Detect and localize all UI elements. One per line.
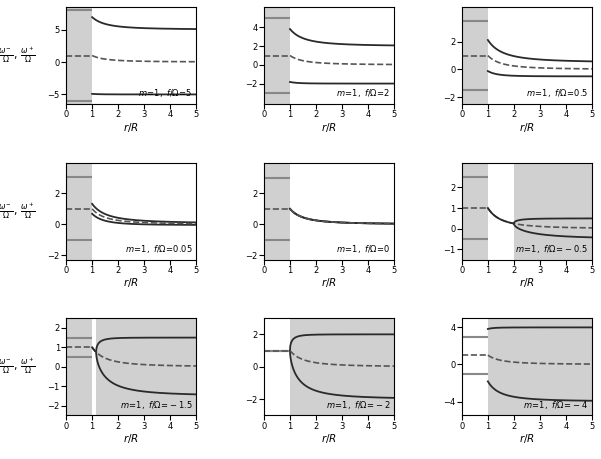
Y-axis label: $\frac{\omega^-}{\Omega}$, $\frac{\omega^+}{\Omega}$: $\frac{\omega^-}{\Omega}$, $\frac{\omega… [0, 46, 36, 65]
Text: $m\!=\!1,\ f/\Omega\!=\!-0.5$: $m\!=\!1,\ f/\Omega\!=\!-0.5$ [516, 243, 588, 255]
Text: $m\!=\!1,\ f/\Omega\!=\!5$: $m\!=\!1,\ f/\Omega\!=\!5$ [138, 87, 192, 99]
Bar [488, 7, 592, 104]
Bar [96, 318, 197, 415]
Text: $m\!=\!1,\ f/\Omega\!=\!-2$: $m\!=\!1,\ f/\Omega\!=\!-2$ [326, 398, 390, 410]
Text: $m\!=\!1,\ f/\Omega\!=\!0.5$: $m\!=\!1,\ f/\Omega\!=\!0.5$ [526, 87, 588, 99]
X-axis label: $r/R$: $r/R$ [321, 121, 337, 134]
X-axis label: $r/R$: $r/R$ [519, 276, 535, 290]
Bar [290, 7, 394, 104]
Bar [488, 162, 514, 260]
X-axis label: $r/R$: $r/R$ [123, 276, 139, 290]
Y-axis label: $\frac{\omega^-}{\Omega}$, $\frac{\omega^+}{\Omega}$: $\frac{\omega^-}{\Omega}$, $\frac{\omega… [0, 202, 36, 221]
X-axis label: $r/R$: $r/R$ [123, 121, 139, 134]
Bar [290, 162, 394, 260]
Text: $m\!=\!1,\ f/\Omega\!=\!-1.5$: $m\!=\!1,\ f/\Omega\!=\!-1.5$ [120, 398, 192, 410]
X-axis label: $r/R$: $r/R$ [519, 121, 535, 134]
Bar [92, 318, 96, 415]
X-axis label: $r/R$: $r/R$ [123, 432, 139, 445]
Bar [462, 318, 488, 415]
X-axis label: $r/R$: $r/R$ [519, 432, 535, 445]
Text: $m\!=\!1,\ f/\Omega\!=\!2$: $m\!=\!1,\ f/\Omega\!=\!2$ [336, 87, 390, 99]
Text: $m\!=\!1,\ f/\Omega\!=\!-4$: $m\!=\!1,\ f/\Omega\!=\!-4$ [523, 398, 588, 410]
X-axis label: $r/R$: $r/R$ [321, 432, 337, 445]
Text: $m\!=\!1,\ f/\Omega\!=\!0$: $m\!=\!1,\ f/\Omega\!=\!0$ [336, 243, 390, 255]
Bar [92, 7, 197, 104]
Y-axis label: $\frac{\omega^-}{\Omega}$, $\frac{\omega^+}{\Omega}$: $\frac{\omega^-}{\Omega}$, $\frac{\omega… [0, 357, 36, 376]
Text: $m\!=\!1,\ f/\Omega\!=\!0.05$: $m\!=\!1,\ f/\Omega\!=\!0.05$ [125, 243, 192, 255]
X-axis label: $r/R$: $r/R$ [321, 276, 337, 290]
Bar [92, 162, 197, 260]
Bar [514, 162, 592, 260]
Bar [264, 318, 290, 415]
